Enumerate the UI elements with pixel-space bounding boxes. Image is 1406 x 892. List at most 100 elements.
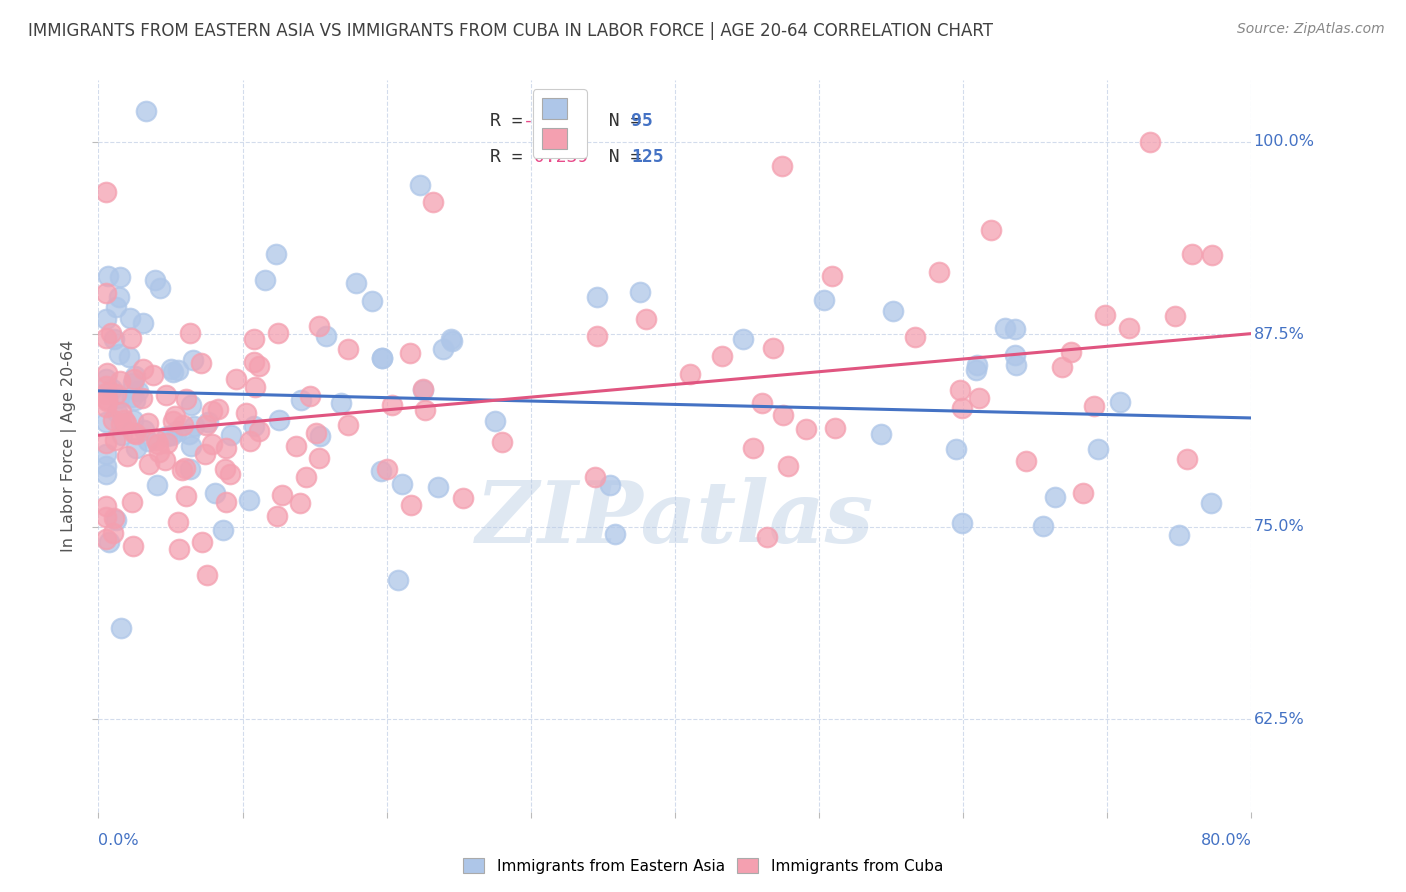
- Point: [225, 372, 247, 386]
- Point: [994, 321, 1017, 335]
- Point: [308, 429, 330, 443]
- Point: [603, 527, 626, 541]
- Point: [180, 439, 202, 453]
- Point: [122, 539, 145, 553]
- Point: [103, 332, 125, 346]
- Point: [132, 361, 155, 376]
- Point: [969, 391, 991, 405]
- Point: [794, 422, 817, 436]
- Legend: Immigrants from Eastern Asia, Immigrants from Cuba: Immigrants from Eastern Asia, Immigrants…: [457, 852, 949, 880]
- Point: [412, 383, 434, 397]
- Point: [94, 509, 117, 524]
- Point: [195, 568, 218, 582]
- Point: [371, 351, 394, 365]
- Point: [1118, 321, 1140, 335]
- Point: [238, 493, 260, 508]
- Point: [755, 530, 778, 544]
- Point: [122, 425, 145, 440]
- Point: [950, 401, 973, 416]
- Point: [94, 372, 117, 386]
- Point: [94, 312, 117, 326]
- Point: [204, 486, 226, 500]
- Point: [928, 265, 950, 279]
- Point: [94, 436, 117, 450]
- Point: [94, 447, 117, 461]
- Point: [1060, 345, 1083, 359]
- Point: [337, 343, 360, 357]
- Point: [97, 535, 120, 549]
- Point: [361, 293, 384, 308]
- Point: [215, 495, 238, 509]
- Point: [315, 328, 337, 343]
- Text: 62.5%: 62.5%: [1254, 712, 1305, 727]
- Point: [824, 420, 846, 434]
- Point: [100, 326, 122, 340]
- Point: [153, 452, 176, 467]
- Point: [1201, 248, 1223, 262]
- Text: 80.0%: 80.0%: [1201, 833, 1251, 848]
- Point: [245, 379, 267, 393]
- Point: [295, 470, 318, 484]
- Point: [190, 535, 212, 549]
- Point: [1032, 518, 1054, 533]
- Point: [266, 246, 288, 260]
- Point: [179, 462, 201, 476]
- Point: [583, 469, 606, 483]
- Point: [821, 269, 844, 284]
- Point: [142, 368, 165, 382]
- Y-axis label: In Labor Force | Age 20-64: In Labor Force | Age 20-64: [60, 340, 77, 552]
- Point: [636, 312, 658, 326]
- Point: [966, 363, 988, 377]
- Point: [167, 362, 190, 376]
- Point: [484, 414, 506, 428]
- Point: [111, 427, 134, 442]
- Point: [427, 480, 450, 494]
- Point: [107, 347, 129, 361]
- Point: [585, 329, 607, 343]
- Point: [387, 573, 409, 587]
- Point: [254, 272, 277, 286]
- Point: [114, 416, 136, 430]
- Point: [94, 331, 117, 345]
- Point: [242, 332, 264, 346]
- Point: [120, 331, 142, 345]
- Point: [156, 436, 179, 450]
- Point: [148, 445, 170, 459]
- Point: [1071, 485, 1094, 500]
- Point: [121, 495, 143, 509]
- Point: [101, 525, 124, 540]
- Point: [284, 439, 307, 453]
- Point: [96, 366, 118, 380]
- Point: [1014, 454, 1036, 468]
- Point: [950, 516, 973, 531]
- Point: [117, 350, 139, 364]
- Point: [1094, 308, 1116, 322]
- Point: [108, 290, 131, 304]
- Point: [194, 447, 217, 461]
- Point: [1168, 527, 1191, 541]
- Point: [882, 303, 904, 318]
- Point: [491, 435, 513, 450]
- Point: [112, 413, 135, 427]
- Point: [124, 368, 146, 383]
- Point: [218, 467, 240, 482]
- Point: [94, 386, 117, 401]
- Point: [288, 496, 311, 510]
- Point: [304, 425, 326, 440]
- Point: [163, 409, 186, 424]
- Text: -0.090: -0.090: [523, 112, 588, 129]
- Point: [1004, 321, 1026, 335]
- Point: [337, 418, 360, 433]
- Point: [266, 508, 288, 523]
- Point: [100, 382, 122, 396]
- Point: [121, 390, 143, 404]
- Point: [146, 436, 169, 450]
- Point: [329, 395, 352, 409]
- Point: [243, 355, 266, 369]
- Point: [215, 441, 238, 455]
- Point: [586, 289, 609, 303]
- Point: [162, 365, 184, 379]
- Point: [104, 513, 127, 527]
- Point: [440, 332, 463, 346]
- Point: [94, 458, 117, 473]
